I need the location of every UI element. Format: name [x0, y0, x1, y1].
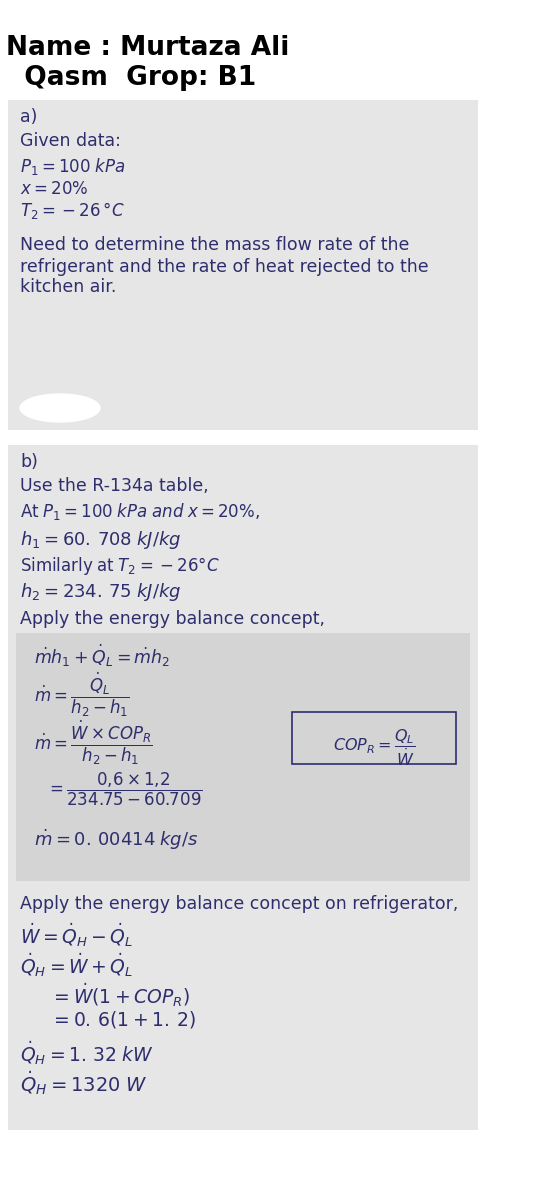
Text: $\mathrm{Similarly\;at}\;T_2 = -26°C$: $\mathrm{Similarly\;at}\;T_2 = -26°C$: [20, 554, 220, 577]
Text: Given data:: Given data:: [20, 132, 121, 150]
Text: Need to determine the mass flow rate of the: Need to determine the mass flow rate of …: [20, 236, 409, 254]
Text: Use the R-134a table,: Use the R-134a table,: [20, 476, 209, 494]
Text: $\mathrm{At}\;P_1 = 100\;kPa\;and\;x = 20\%,$: $\mathrm{At}\;P_1 = 100\;kPa\;and\;x = 2…: [20, 502, 260, 522]
FancyBboxPatch shape: [16, 634, 470, 881]
Text: $= \dfrac{0{,}6\times1{,}2}{234.75-60.709}$: $= \dfrac{0{,}6\times1{,}2}{234.75-60.70…: [46, 770, 203, 809]
Text: Qasm  Grop: B1: Qasm Grop: B1: [6, 65, 257, 91]
Text: $\dot{Q}_H = 1.\,32\;kW$: $\dot{Q}_H = 1.\,32\;kW$: [20, 1039, 154, 1067]
Text: $\dot{m} = \dfrac{\dot{W}\times COP_R}{h_2-h_1}$: $\dot{m} = \dfrac{\dot{W}\times COP_R}{h…: [34, 719, 153, 767]
Text: $P_1 = 100\;kPa$: $P_1 = 100\;kPa$: [20, 156, 125, 176]
Text: refrigerant and the rate of heat rejected to the: refrigerant and the rate of heat rejecte…: [20, 258, 429, 276]
FancyBboxPatch shape: [292, 712, 456, 764]
Text: $\dot{Q}_H = \dot{W} + \dot{Q}_L$: $\dot{Q}_H = \dot{W} + \dot{Q}_L$: [20, 950, 134, 979]
Text: Apply the energy balance concept,: Apply the energy balance concept,: [20, 610, 325, 628]
Text: kitchen air.: kitchen air.: [20, 278, 116, 296]
Text: $\dot{m} = \dfrac{\dot{Q}_L}{h_2-h_1}$: $\dot{m} = \dfrac{\dot{Q}_L}{h_2-h_1}$: [34, 671, 130, 719]
Text: $h_2 = 234.\,75\;kJ/kg$: $h_2 = 234.\,75\;kJ/kg$: [20, 581, 181, 602]
Text: a): a): [20, 108, 37, 126]
Text: $\dot{m}h_1 + \dot{Q}_L = \dot{m}h_2$: $\dot{m}h_1 + \dot{Q}_L = \dot{m}h_2$: [34, 643, 171, 670]
Text: $= \dot{W}(1 + COP_R)$: $= \dot{W}(1 + COP_R)$: [50, 982, 191, 1009]
Text: $COP_R = \dfrac{Q_L}{\dot{W}}$: $COP_R = \dfrac{Q_L}{\dot{W}}$: [333, 727, 416, 768]
Text: $= 0.\,6(1 + 1.\,2)$: $= 0.\,6(1 + 1.\,2)$: [50, 1009, 196, 1030]
Text: Apply the energy balance concept on refrigerator,: Apply the energy balance concept on refr…: [20, 895, 458, 913]
Text: b): b): [20, 452, 38, 470]
Ellipse shape: [20, 394, 100, 422]
Text: $\dot{Q}_H = 1320\;W$: $\dot{Q}_H = 1320\;W$: [20, 1069, 147, 1097]
Text: $T_2 = -26\,°C$: $T_2 = -26\,°C$: [20, 200, 125, 221]
FancyBboxPatch shape: [8, 445, 478, 1130]
Text: $x = 20\%$: $x = 20\%$: [20, 180, 89, 198]
Text: $\dot{m} = 0.\,00414\;kg/s$: $\dot{m} = 0.\,00414\;kg/s$: [34, 828, 198, 852]
Text: $h_1 = 60.\,708\;kJ/kg$: $h_1 = 60.\,708\;kJ/kg$: [20, 529, 181, 551]
Text: $\dot{W} = \dot{Q}_H - \dot{Q}_L$: $\dot{W} = \dot{Q}_H - \dot{Q}_L$: [20, 922, 134, 949]
Text: Name : Murtaza Ali: Name : Murtaza Ali: [6, 35, 289, 61]
FancyBboxPatch shape: [8, 100, 478, 430]
